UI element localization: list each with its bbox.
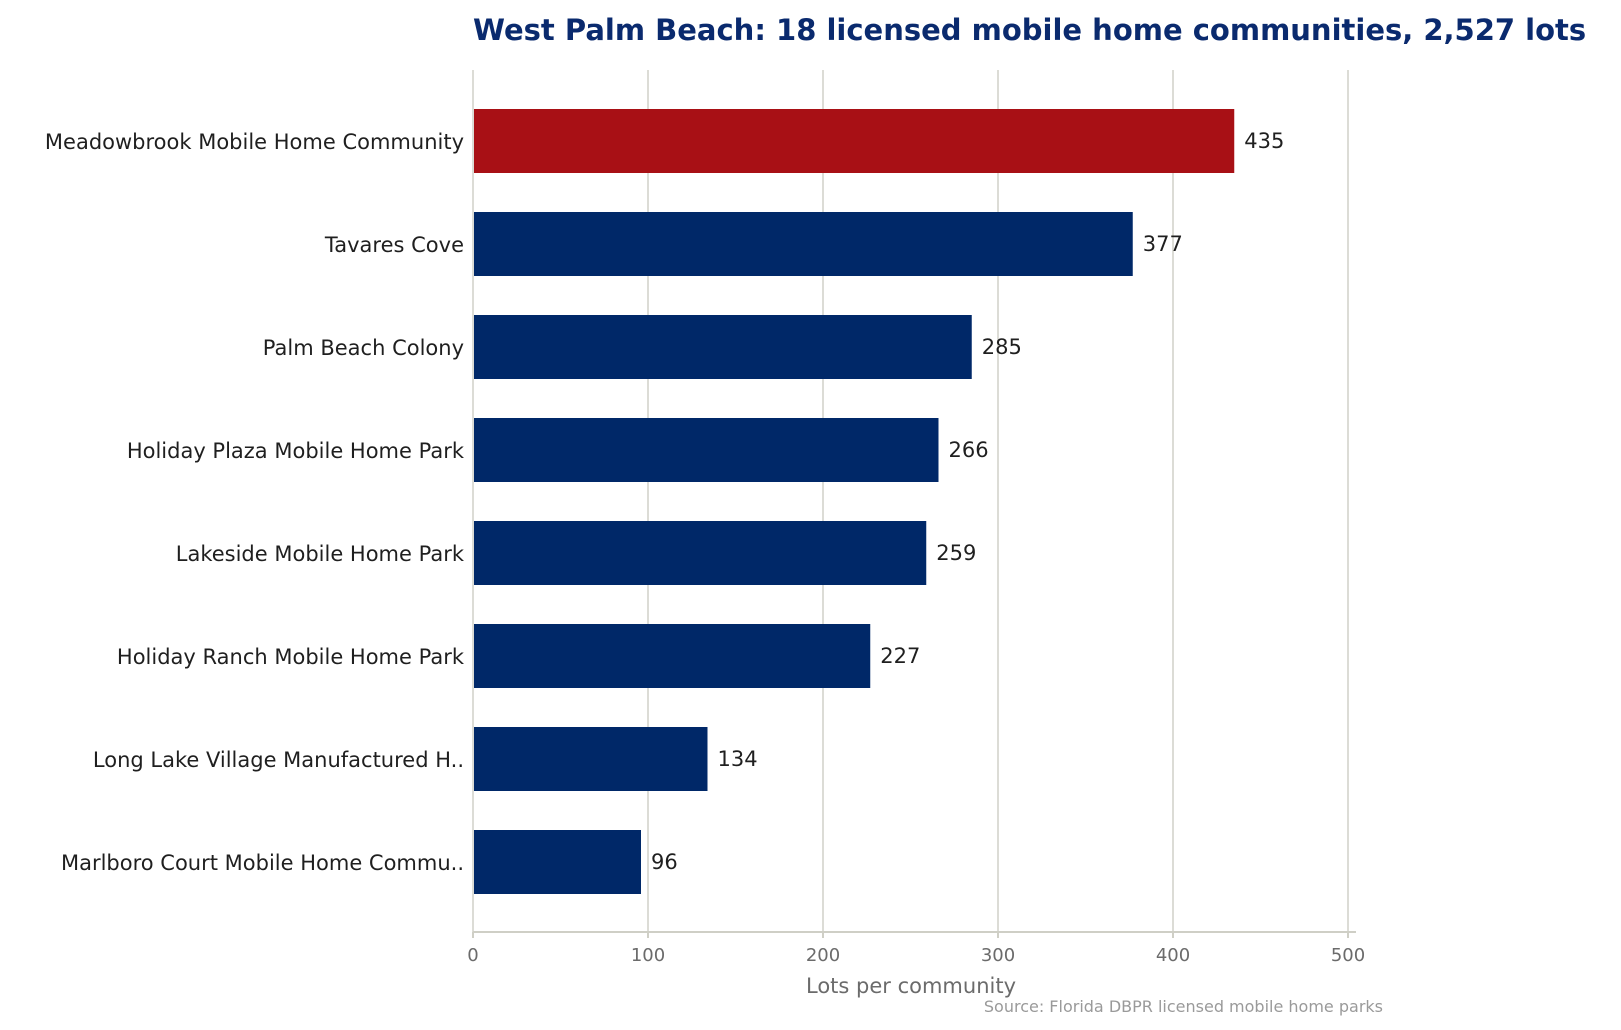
x-tick-label: 500 <box>1331 945 1365 966</box>
category-label: Palm Beach Colony <box>263 336 464 360</box>
bar <box>473 212 1133 276</box>
x-axis: 0 100 200 300 400 500 <box>467 70 1365 966</box>
source-note: Source: Florida DBPR licensed mobile hom… <box>984 997 1383 1016</box>
category-label: Holiday Ranch Mobile Home Park <box>117 645 465 669</box>
value-label: 435 <box>1244 129 1284 153</box>
value-label: 285 <box>982 335 1022 359</box>
chart-title: West Palm Beach: 18 licensed mobile home… <box>473 13 1586 47</box>
value-label: 134 <box>718 747 758 771</box>
value-labels: 435 377 285 266 259 227 134 96 <box>651 129 1284 874</box>
x-tick-label: 300 <box>981 945 1015 966</box>
x-tick-label: 400 <box>1156 945 1190 966</box>
category-label: Holiday Plaza Mobile Home Park <box>127 439 465 463</box>
value-label: 227 <box>880 644 920 668</box>
value-label: 259 <box>936 541 976 565</box>
bar <box>473 830 641 894</box>
bar <box>473 109 1235 173</box>
category-label: Tavares Cove <box>324 233 464 257</box>
x-tick-label: 100 <box>631 945 665 966</box>
bar <box>473 521 927 585</box>
value-label: 96 <box>651 850 678 874</box>
category-label: Meadowbrook Mobile Home Community <box>45 130 464 154</box>
x-tick-label: 200 <box>806 945 840 966</box>
category-label: Lakeside Mobile Home Park <box>176 542 465 566</box>
x-axis-title: Lots per community <box>806 974 1016 998</box>
bars <box>473 109 1235 894</box>
bar <box>473 727 708 791</box>
bar <box>473 624 871 688</box>
gridlines <box>647 70 1349 932</box>
category-labels: Meadowbrook Mobile Home Community Tavares… <box>45 130 465 875</box>
bar <box>473 315 972 379</box>
value-label: 377 <box>1143 232 1183 256</box>
value-label: 266 <box>949 438 989 462</box>
category-label: Long Lake Village Manufactured H.. <box>93 748 464 772</box>
bar <box>473 418 939 482</box>
category-label: Marlboro Court Mobile Home Commu.. <box>61 851 464 875</box>
x-tick-label: 0 <box>467 945 478 966</box>
